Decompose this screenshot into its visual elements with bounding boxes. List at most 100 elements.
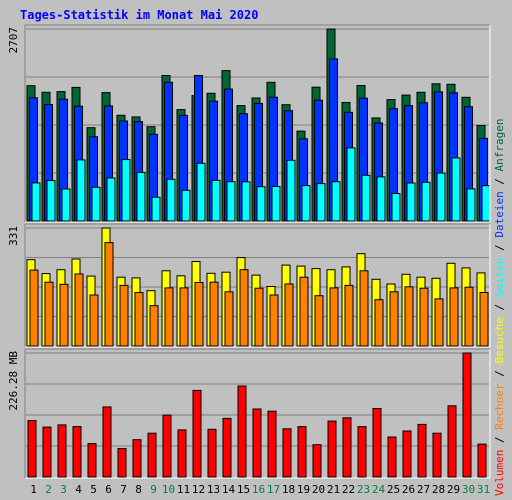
legend-entry: Besuche bbox=[493, 317, 506, 363]
bar-rechner-day-19 bbox=[299, 276, 309, 347]
day-label: 19 bbox=[297, 483, 310, 496]
bar-rechner-day-27 bbox=[419, 287, 429, 347]
day-label: 2 bbox=[45, 483, 52, 496]
bar-rechner-day-11 bbox=[179, 287, 189, 347]
bar-seiten-day-12 bbox=[196, 162, 206, 222]
bar-volumen-day-9 bbox=[147, 432, 157, 478]
day-label: 30 bbox=[462, 483, 475, 496]
legend-entry: Seiten bbox=[493, 258, 506, 298]
bar-volumen-day-12 bbox=[192, 389, 202, 478]
bar-volumen-day-11 bbox=[177, 429, 187, 478]
legend-entry: / bbox=[493, 171, 506, 191]
day-label: 8 bbox=[135, 483, 142, 496]
bar-volumen-day-24 bbox=[372, 408, 382, 478]
bar-volumen-day-28 bbox=[432, 432, 442, 478]
bar-seiten-day-22 bbox=[346, 147, 356, 222]
legend-entry: / bbox=[493, 430, 506, 450]
bar-volumen-day-18 bbox=[282, 428, 292, 478]
bar-volumen-day-3 bbox=[57, 424, 67, 478]
bar-rechner-day-21 bbox=[329, 287, 339, 347]
day-label: 6 bbox=[105, 483, 112, 496]
bar-seiten-day-24 bbox=[376, 176, 386, 222]
bar-rechner-day-1 bbox=[29, 269, 39, 347]
bar-volumen-day-7 bbox=[117, 448, 127, 478]
bar-rechner-day-14 bbox=[224, 291, 234, 347]
bar-seiten-day-23 bbox=[361, 174, 371, 222]
bar-seiten-day-6 bbox=[106, 177, 116, 222]
day-label: 29 bbox=[447, 483, 460, 496]
bar-seiten-day-30 bbox=[466, 188, 476, 222]
bar-rechner-day-31 bbox=[479, 292, 489, 347]
bar-seiten-day-10 bbox=[166, 178, 176, 222]
bar-rechner-day-15 bbox=[239, 269, 249, 347]
bar-rechner-day-25 bbox=[389, 291, 399, 347]
day-label: 15 bbox=[237, 483, 250, 496]
bar-volumen-day-13 bbox=[207, 428, 217, 478]
day-label: 28 bbox=[432, 483, 445, 496]
bar-rechner-day-17 bbox=[269, 294, 279, 347]
legend-entry: Anfragen bbox=[493, 118, 506, 171]
bar-rechner-day-23 bbox=[359, 270, 369, 347]
bar-rechner-day-13 bbox=[209, 281, 219, 347]
legend-text: Volumen / Rechner / Besuche / Seiten / D… bbox=[493, 118, 506, 496]
day-label: 18 bbox=[282, 483, 295, 496]
bar-rechner-day-9 bbox=[149, 305, 159, 347]
bar-volumen-day-22 bbox=[342, 417, 352, 478]
bar-volumen-day-23 bbox=[357, 426, 367, 478]
bar-rechner-day-16 bbox=[254, 287, 264, 347]
day-label: 7 bbox=[120, 483, 127, 496]
bar-rechner-day-8 bbox=[134, 292, 144, 347]
bar-rechner-day-7 bbox=[119, 284, 129, 347]
bar-seiten-day-16 bbox=[256, 186, 266, 222]
bar-volumen-day-15 bbox=[237, 385, 247, 478]
day-label: 16 bbox=[252, 483, 265, 496]
bar-volumen-day-19 bbox=[297, 426, 307, 478]
bar-volumen-day-25 bbox=[387, 436, 397, 478]
bar-volumen-day-4 bbox=[72, 426, 82, 478]
bar-volumen-day-14 bbox=[222, 417, 232, 478]
bar-rechner-day-20 bbox=[314, 295, 324, 347]
chart-panels: 2707 331 226.28 MB bbox=[7, 24, 491, 479]
bar-seiten-day-18 bbox=[286, 159, 296, 222]
bar-seiten-day-31 bbox=[481, 185, 491, 222]
day-label: 3 bbox=[60, 483, 67, 496]
day-label: 14 bbox=[222, 483, 236, 496]
panel-bottom-max-label: 226.28 MB bbox=[7, 351, 20, 411]
bar-rechner-day-10 bbox=[164, 287, 174, 347]
bar-volumen-day-21 bbox=[327, 420, 337, 478]
bar-rechner-day-18 bbox=[284, 283, 294, 347]
bar-seiten-day-4 bbox=[76, 159, 86, 222]
bar-volumen-day-8 bbox=[132, 439, 142, 478]
bar-rechner-day-5 bbox=[89, 294, 99, 347]
day-axis-labels: 1 2 3 4 5 6 7 8 9 10 11 12 13 14 15 16 17 18 19 20 21 22 23 24 2… bbox=[30, 483, 490, 496]
panel-middle: 331 bbox=[7, 223, 491, 348]
bar-volumen-day-2 bbox=[42, 426, 52, 478]
bar-seiten-day-29 bbox=[451, 157, 461, 222]
bar-volumen-day-6 bbox=[102, 406, 112, 478]
bar-volumen-day-20 bbox=[312, 444, 322, 478]
bar-rechner-day-30 bbox=[464, 286, 474, 347]
bar-seiten-day-27 bbox=[421, 181, 431, 222]
bar-seiten-day-5 bbox=[91, 186, 101, 222]
bar-rechner-day-6 bbox=[104, 242, 114, 347]
bar-rechner-day-26 bbox=[404, 286, 414, 347]
day-label: 4 bbox=[75, 483, 82, 496]
bar-seiten-day-1 bbox=[31, 182, 41, 222]
bar-seiten-day-26 bbox=[406, 182, 416, 222]
bar-seiten-day-19 bbox=[301, 185, 311, 222]
legend-entry: Dateien bbox=[493, 191, 506, 237]
bar-seiten-day-3 bbox=[61, 188, 71, 222]
chart-title: Tages-Statistik im Monat Mai 2020 bbox=[20, 8, 258, 22]
panel-middle-max-label: 331 bbox=[7, 226, 20, 246]
bar-seiten-day-17 bbox=[271, 186, 281, 222]
day-label: 25 bbox=[387, 483, 400, 496]
day-label: 12 bbox=[192, 483, 205, 496]
legend-entry: Volumen bbox=[493, 450, 506, 496]
day-label: 21 bbox=[327, 483, 340, 496]
day-label: 9 bbox=[150, 483, 157, 496]
bar-volumen-day-5 bbox=[87, 443, 97, 478]
bar-volumen-day-30 bbox=[462, 352, 472, 478]
series-rechner bbox=[29, 242, 489, 347]
